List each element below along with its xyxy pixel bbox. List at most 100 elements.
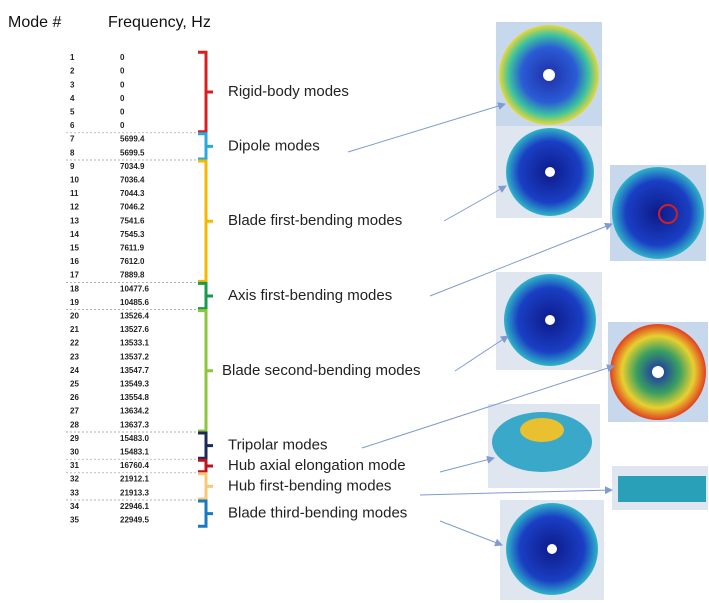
mode-number: 2: [70, 67, 75, 76]
mode-number: 24: [70, 366, 79, 375]
mode-number: 35: [70, 516, 79, 525]
mode-number: 20: [70, 312, 79, 321]
mode-number: 22: [70, 339, 79, 348]
group-label: Axis first-bending modes: [228, 287, 392, 304]
frequency: 13547.7: [120, 366, 149, 375]
frequency: 13549.3: [120, 380, 149, 389]
frequency: 0: [120, 94, 125, 103]
group-label: Dipole modes: [228, 137, 320, 154]
mode-number: 15: [70, 244, 79, 253]
frequency-header: Frequency, Hz: [108, 14, 211, 31]
arrow: [440, 521, 502, 545]
frequency: 5699.5: [120, 148, 145, 157]
brace: [198, 460, 213, 472]
frequency: 13637.3: [120, 420, 149, 429]
frequency: 10477.6: [120, 284, 149, 293]
mode-number: 30: [70, 448, 79, 457]
mode-number: 9: [70, 162, 75, 171]
frequency: 0: [120, 80, 125, 89]
frequency: 16760.4: [120, 461, 149, 470]
brace: [198, 501, 213, 526]
mode-number: 29: [70, 434, 79, 443]
frequency: 5699.4: [120, 135, 145, 144]
frequency: 0: [120, 121, 125, 130]
mode-number: 13: [70, 216, 79, 225]
mode-number: 3: [70, 80, 75, 89]
frequency: 7541.6: [120, 216, 145, 225]
mode-number: 34: [70, 502, 79, 511]
frequency: 7611.9: [120, 244, 145, 253]
brace: [198, 134, 213, 159]
mode-number: 28: [70, 420, 79, 429]
frequency: 10485.6: [120, 298, 149, 307]
group-label: Hub axial elongation mode: [228, 457, 406, 474]
image: [545, 315, 555, 325]
image: [545, 167, 555, 177]
frequency: 7545.3: [120, 230, 145, 239]
group-label: Tripolar modes: [228, 437, 327, 454]
mode-number: 7: [70, 135, 75, 144]
mode-number: 11: [70, 189, 79, 198]
image: [520, 418, 564, 442]
frequency: 7889.8: [120, 271, 145, 280]
mode-number: 1: [70, 53, 75, 62]
group-label: Blade second-bending modes: [222, 362, 420, 379]
frequency: 13533.1: [120, 339, 149, 348]
mode-number: 21: [70, 325, 79, 334]
frequency: 13527.6: [120, 325, 149, 334]
frequency: 15483.1: [120, 448, 149, 457]
frequency: 13634.2: [120, 407, 149, 416]
frequency: 0: [120, 108, 125, 117]
mode-number: 6: [70, 121, 75, 130]
arrow: [440, 458, 494, 472]
mode-number: 19: [70, 298, 79, 307]
mode-number: 16: [70, 257, 79, 266]
arrow: [348, 104, 505, 152]
mode-number: 25: [70, 380, 79, 389]
frequency: 21912.1: [120, 475, 149, 484]
arrow: [420, 490, 612, 495]
mode-number: 10: [70, 176, 79, 185]
mode-number: 12: [70, 203, 79, 212]
frequency: 0: [120, 67, 125, 76]
mode-number: 17: [70, 271, 79, 280]
frequency: 0: [120, 53, 125, 62]
image: [547, 544, 557, 554]
mode-number: 18: [70, 284, 79, 293]
frequency: 13554.8: [120, 393, 149, 402]
frequency: 7034.9: [120, 162, 145, 171]
frequency: 7612.0: [120, 257, 145, 266]
group-label: Blade first-bending modes: [228, 212, 402, 229]
frequency: 7044.3: [120, 189, 145, 198]
mode-number: 27: [70, 407, 79, 416]
mode-number: 8: [70, 148, 75, 157]
figure: Mode # Frequency, Hz 102030405: [0, 0, 709, 603]
mode-number: 31: [70, 461, 79, 470]
mode-number: 32: [70, 475, 79, 484]
brace: [198, 283, 213, 308]
frequency: 15483.0: [120, 434, 149, 443]
image: [543, 69, 555, 81]
image: [652, 366, 664, 378]
image: [612, 167, 704, 259]
mode-header: Mode #: [8, 14, 61, 31]
frequency: 13526.4: [120, 312, 149, 321]
frequency: 22949.5: [120, 516, 149, 525]
mode-number: 23: [70, 352, 79, 361]
frequency: 13537.2: [120, 352, 149, 361]
group-label: Rigid-body modes: [228, 83, 349, 100]
image: [618, 476, 706, 502]
frequency: 22946.1: [120, 502, 149, 511]
group-label: Hub first-bending modes: [228, 477, 391, 494]
mode-number: 33: [70, 488, 79, 497]
brace: [198, 474, 213, 499]
brace: [198, 52, 213, 132]
frequency: 21913.3: [120, 488, 149, 497]
mode-shape-images: [488, 22, 708, 600]
mode-number: 5: [70, 108, 75, 117]
brace: [198, 311, 213, 431]
frequency: 7036.4: [120, 176, 145, 185]
brace: [198, 433, 213, 458]
group-label: Blade third-bending modes: [228, 505, 407, 522]
brace: [198, 161, 213, 281]
